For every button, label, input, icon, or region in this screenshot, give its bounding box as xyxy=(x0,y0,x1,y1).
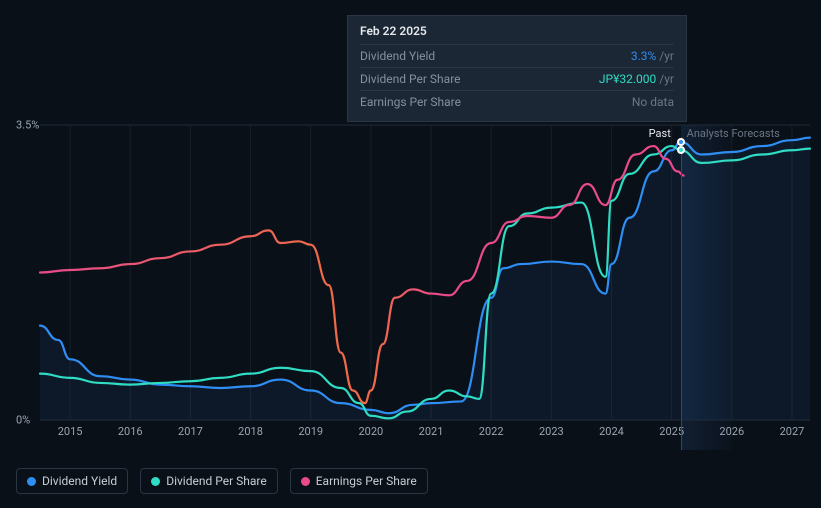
tooltip-date: Feb 22 2025 xyxy=(360,24,674,38)
x-tick-label: 2021 xyxy=(419,425,444,438)
y-tick-label: 3.5% xyxy=(16,119,39,132)
past-label: Past xyxy=(649,127,671,140)
legend-dot-icon xyxy=(151,477,160,486)
legend-label: Dividend Yield xyxy=(42,474,117,488)
x-tick-label: 2017 xyxy=(178,425,203,438)
marker-dot-1 xyxy=(677,138,685,146)
x-tick-label: 2020 xyxy=(358,425,383,438)
legend-item[interactable]: Earnings Per Share xyxy=(290,468,428,494)
tooltip-key: Dividend Per Share xyxy=(360,72,599,86)
chart-plot-area[interactable]: Past Analysts Forecasts xyxy=(40,125,810,450)
marker-dot-2 xyxy=(677,146,685,154)
x-tick-label: 2022 xyxy=(479,425,504,438)
legend-label: Earnings Per Share xyxy=(316,474,417,488)
x-tick-label: 2027 xyxy=(780,425,805,438)
legend-dot-icon xyxy=(27,477,36,486)
legend-dot-icon xyxy=(301,477,310,486)
tooltip-rows: Dividend Yield3.3%/yrDividend Per ShareJ… xyxy=(360,44,674,113)
tooltip-value: 3.3%/yr xyxy=(631,49,674,63)
chart-tooltip: Feb 22 2025 Dividend Yield3.3%/yrDividen… xyxy=(347,15,687,122)
forecast-label: Analysts Forecasts xyxy=(687,127,780,140)
x-tick-label: 2023 xyxy=(539,425,564,438)
x-tick-label: 2015 xyxy=(58,425,83,438)
legend-label: Dividend Per Share xyxy=(166,474,267,488)
tooltip-key: Dividend Yield xyxy=(360,49,631,63)
marker-line xyxy=(681,137,682,450)
tooltip-value: No data xyxy=(632,95,674,109)
tooltip-row: Dividend Per ShareJP¥32.000/yr xyxy=(360,67,674,90)
x-tick-label: 2019 xyxy=(298,425,323,438)
x-tick-label: 2024 xyxy=(599,425,624,438)
tooltip-key: Earnings Per Share xyxy=(360,95,632,109)
x-tick-label: 2018 xyxy=(238,425,263,438)
chart-svg xyxy=(40,125,810,450)
legend-item[interactable]: Dividend Per Share xyxy=(140,468,278,494)
x-tick-label: 2026 xyxy=(719,425,744,438)
chart-legend: Dividend Yield Dividend Per Share Earnings… xyxy=(16,468,428,494)
series-group xyxy=(40,138,810,420)
tooltip-row: Dividend Yield3.3%/yr xyxy=(360,44,674,67)
tooltip-row: Earnings Per ShareNo data xyxy=(360,90,674,113)
tooltip-value: JP¥32.000/yr xyxy=(599,72,674,86)
y-tick-label: 0% xyxy=(16,414,30,427)
x-tick-label: 2016 xyxy=(118,425,143,438)
legend-item[interactable]: Dividend Yield xyxy=(16,468,128,494)
